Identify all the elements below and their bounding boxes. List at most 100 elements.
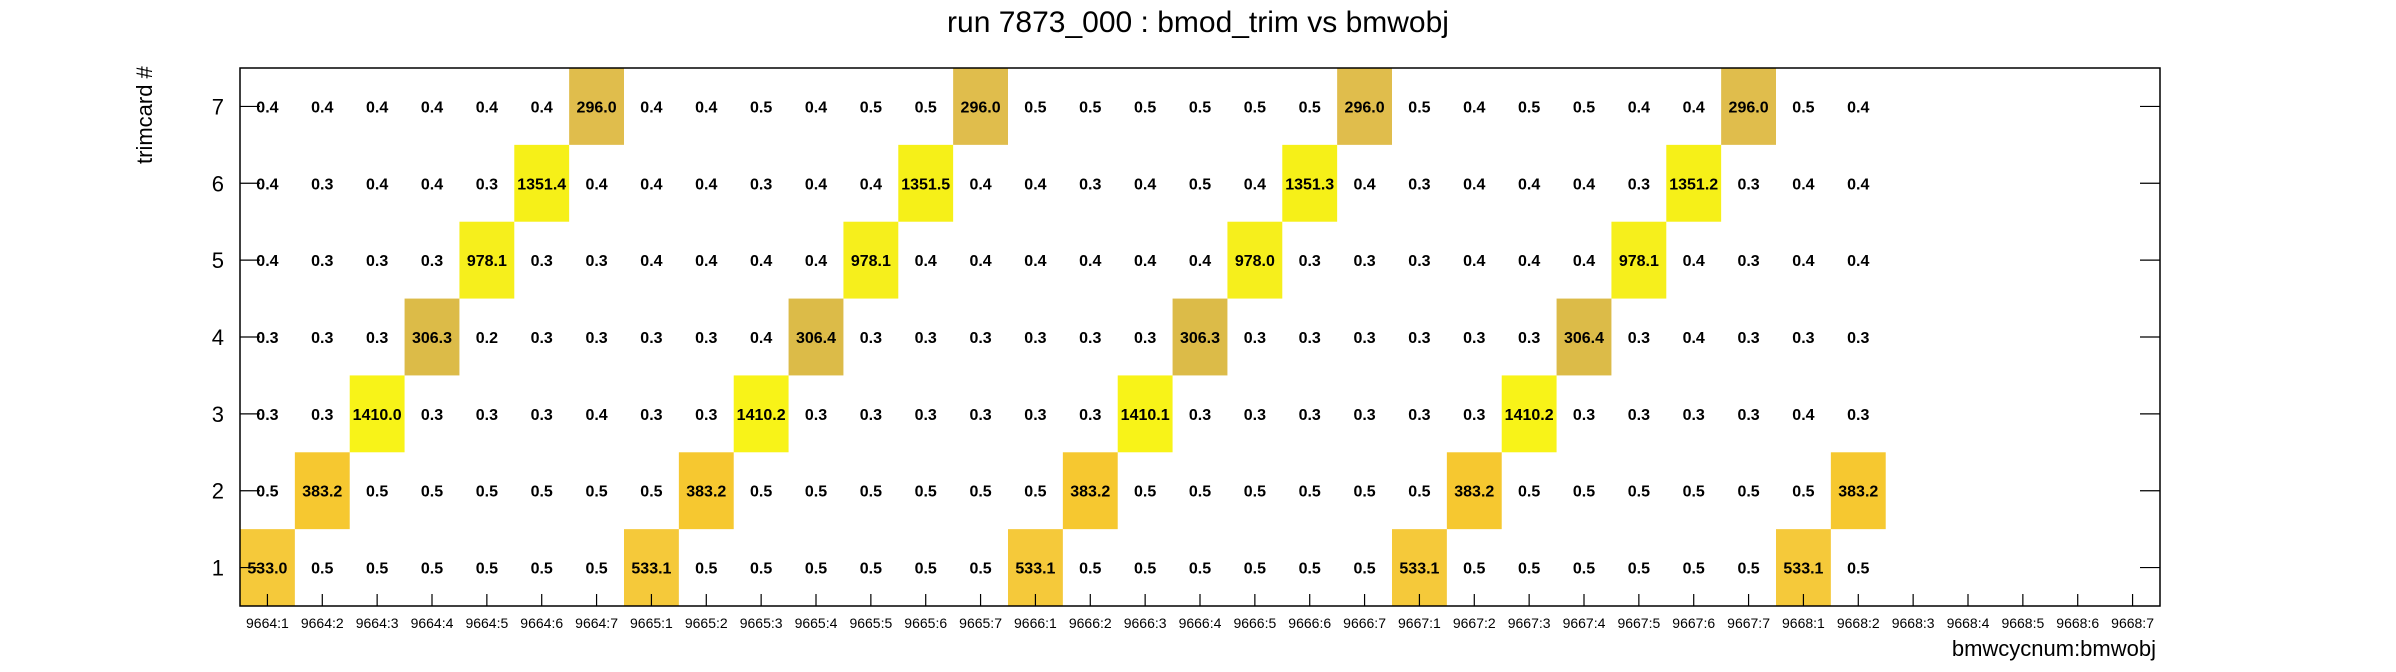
cell-value-label: 0.4 (1792, 407, 1814, 424)
cell-value-label: 0.3 (531, 253, 553, 270)
cell-value-label: 0.5 (421, 484, 443, 501)
y-tick-label: 7 (212, 94, 224, 119)
x-tick-label: 9665:7 (959, 615, 1002, 631)
cell-value-label: 0.4 (256, 253, 278, 270)
cell-value-label: 383.2 (1838, 484, 1878, 501)
cell-value-label: 383.2 (302, 484, 342, 501)
heatmap-cell (1117, 375, 1173, 453)
cell-value-label: 0.3 (969, 330, 991, 347)
cell-value-label: 0.5 (1244, 561, 1266, 578)
cell-value-label: 0.3 (1628, 407, 1650, 424)
cell-value-label: 0.5 (860, 561, 882, 578)
x-tick-label: 9666:2 (1069, 615, 1112, 631)
heatmap-cell (1172, 298, 1228, 376)
cell-value-label: 533.1 (631, 561, 671, 578)
x-tick-label: 9664:1 (246, 615, 289, 631)
cell-value-label: 0.3 (1024, 330, 1046, 347)
x-tick-label: 9664:4 (411, 615, 454, 631)
cell-value-label: 533.1 (1399, 561, 1439, 578)
cell-value-label: 0.3 (1573, 407, 1595, 424)
cell-value-label: 306.3 (412, 330, 452, 347)
cell-value-label: 0.3 (1792, 330, 1814, 347)
x-tick-label: 9668:1 (1782, 615, 1825, 631)
cell-value-label: 383.2 (686, 484, 726, 501)
cell-value-label: 0.5 (311, 561, 333, 578)
x-tick-label: 9666:7 (1343, 615, 1386, 631)
cell-value-label: 0.3 (1079, 176, 1101, 193)
cell-value-label: 0.4 (1463, 99, 1485, 116)
cell-value-label: 0.5 (969, 484, 991, 501)
cell-value-label: 0.5 (1299, 99, 1321, 116)
cell-value-label: 0.4 (1463, 176, 1485, 193)
cell-value-label: 0.4 (695, 99, 717, 116)
x-tick-label: 9664:7 (575, 615, 618, 631)
y-tick-label: 2 (212, 479, 224, 504)
cell-value-label: 306.4 (1564, 330, 1604, 347)
heatmap-cells (240, 68, 1886, 606)
x-tick-label: 9666:5 (1233, 615, 1276, 631)
cell-value-label: 0.5 (1683, 484, 1705, 501)
cell-value-label: 533.1 (1783, 561, 1823, 578)
cell-value-label: 0.5 (750, 561, 772, 578)
cell-value-label: 0.5 (1573, 484, 1595, 501)
cell-value-label: 0.3 (421, 407, 443, 424)
cell-value-label: 0.5 (1024, 484, 1046, 501)
cell-value-label: 296.0 (577, 99, 617, 116)
cell-value-label: 0.4 (805, 253, 827, 270)
cell-value-label: 0.3 (695, 407, 717, 424)
cell-value-label: 0.5 (750, 484, 772, 501)
cell-value-label: 0.5 (915, 99, 937, 116)
cell-value-label: 0.3 (366, 330, 388, 347)
cell-value-label: 0.3 (311, 330, 333, 347)
cell-value-label: 0.3 (750, 176, 772, 193)
cell-value-label: 0.4 (805, 99, 827, 116)
x-tick-label: 9667:4 (1563, 615, 1606, 631)
cell-value-label: 0.4 (585, 176, 607, 193)
x-tick-label: 9668:4 (1947, 615, 1990, 631)
cell-value-label: 0.4 (1847, 99, 1869, 116)
x-tick-label: 9665:1 (630, 615, 673, 631)
cell-value-label: 0.3 (1847, 330, 1869, 347)
cell-value-label: 0.5 (1244, 99, 1266, 116)
cell-value-label: 0.3 (1024, 407, 1046, 424)
cell-value-label: 0.5 (640, 484, 662, 501)
x-tick-label: 9667:5 (1617, 615, 1660, 631)
cell-value-label: 0.5 (1134, 484, 1156, 501)
x-tick-label: 9668:6 (2056, 615, 2099, 631)
cell-value-label: 0.5 (1408, 484, 1430, 501)
cell-value-label: 0.5 (1024, 99, 1046, 116)
cell-value-label: 0.5 (366, 484, 388, 501)
heatmap-cell (349, 375, 405, 453)
cell-value-label: 0.5 (1463, 561, 1485, 578)
cell-value-label: 0.5 (860, 99, 882, 116)
y-axis-title: trimcard # (132, 65, 157, 164)
x-tick-label: 9664:5 (465, 615, 508, 631)
cell-value-label: 0.3 (476, 407, 498, 424)
x-tick-label: 9667:2 (1453, 615, 1496, 631)
cell-value-label: 0.3 (1408, 176, 1430, 193)
cell-value-label: 0.4 (640, 99, 662, 116)
cell-value-label: 0.5 (531, 484, 553, 501)
cell-value-label: 0.3 (311, 407, 333, 424)
cell-value-label: 1351.2 (1669, 176, 1718, 193)
cell-value-label: 0.5 (421, 561, 443, 578)
y-tick-label: 4 (212, 325, 224, 350)
axis-ticks (240, 105, 2160, 606)
cell-value-label: 0.5 (915, 484, 937, 501)
cell-value-label: 0.3 (969, 407, 991, 424)
cell-value-label: 0.4 (531, 99, 553, 116)
cell-value-label: 0.4 (1518, 253, 1540, 270)
cell-value-label: 1351.5 (901, 176, 950, 193)
cell-value-label: 0.4 (366, 176, 388, 193)
cell-value-label: 0.5 (1792, 484, 1814, 501)
heatmap-cell (1776, 529, 1831, 606)
cell-value-label: 0.3 (1408, 330, 1430, 347)
cell-value-label: 0.4 (1463, 253, 1485, 270)
cell-value-label: 0.3 (1189, 407, 1211, 424)
cell-value-label: 0.3 (1353, 330, 1375, 347)
cell-value-label: 0.3 (1628, 330, 1650, 347)
cell-value-label: 0.5 (476, 484, 498, 501)
heatmap-cell (1666, 144, 1722, 222)
cell-value-label: 0.4 (750, 330, 772, 347)
cell-value-label: 0.3 (1683, 407, 1705, 424)
